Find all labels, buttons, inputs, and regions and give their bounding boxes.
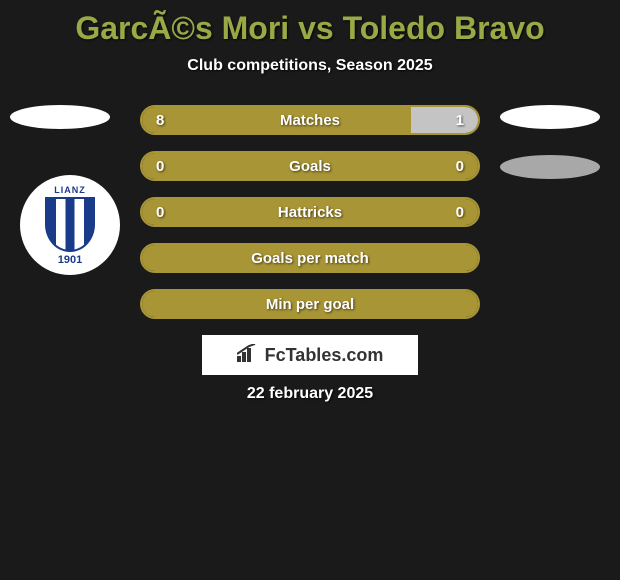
comparison-title: GarcÃ©s Mori vs Toledo Bravo xyxy=(0,0,620,47)
bar-label: Matches xyxy=(280,112,340,129)
flag-placeholder-left xyxy=(10,105,110,129)
content-area: LIANZ 1901 8 1 Matches 0 0 Goals 0 0 Hattricks Go… xyxy=(0,105,620,403)
bar-fill-left xyxy=(142,107,411,133)
flag-placeholder-right-1 xyxy=(500,105,600,129)
stat-bar: 0 0 Hattricks xyxy=(140,197,480,227)
bar-value-right: 0 xyxy=(456,158,464,175)
chart-icon xyxy=(237,344,259,367)
comparison-date: 22 february 2025 xyxy=(0,385,620,403)
bar-label: Goals xyxy=(289,158,331,175)
bar-value-left: 0 xyxy=(156,158,164,175)
stats-bars: 8 1 Matches 0 0 Goals 0 0 Hattricks Goals per mat… xyxy=(140,105,480,319)
flag-placeholder-right-2 xyxy=(500,155,600,179)
bar-label: Min per goal xyxy=(266,296,354,313)
badge-text-top: LIANZ xyxy=(54,185,86,195)
stat-bar: 8 1 Matches xyxy=(140,105,480,135)
bar-value-left: 0 xyxy=(156,204,164,221)
badge-shield-icon xyxy=(45,197,95,252)
bar-value-right: 0 xyxy=(456,204,464,221)
bar-value-left: 8 xyxy=(156,112,164,129)
bar-fill-right xyxy=(411,107,478,133)
bar-value-right: 1 xyxy=(456,112,464,129)
club-badge: LIANZ 1901 xyxy=(20,175,120,275)
stat-bar: Min per goal xyxy=(140,289,480,319)
watermark-text: FcTables.com xyxy=(265,345,384,366)
bar-label: Goals per match xyxy=(251,250,369,267)
stat-bar: Goals per match xyxy=(140,243,480,273)
badge-year: 1901 xyxy=(58,254,82,266)
comparison-subtitle: Club competitions, Season 2025 xyxy=(0,57,620,75)
stat-bar: 0 0 Goals xyxy=(140,151,480,181)
bar-label: Hattricks xyxy=(278,204,342,221)
watermark: FcTables.com xyxy=(202,335,418,375)
